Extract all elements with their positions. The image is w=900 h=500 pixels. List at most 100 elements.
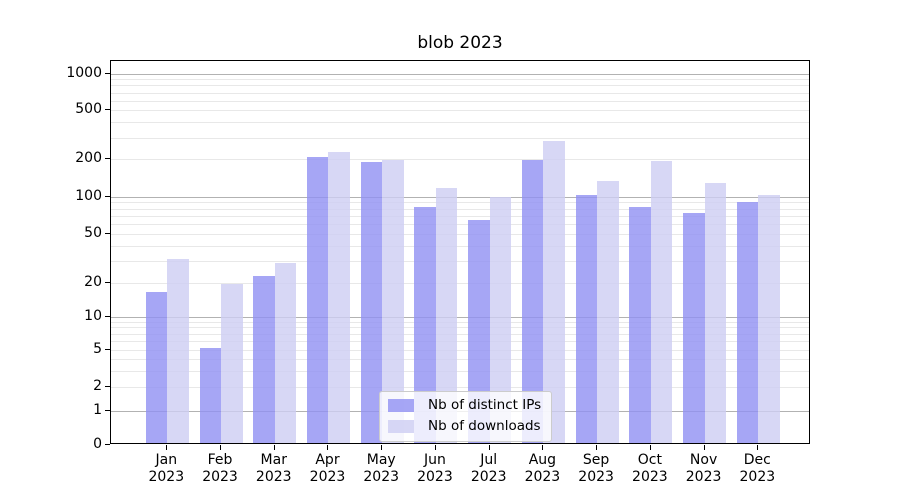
y-tick-mark	[105, 315, 110, 317]
x-tick-label: Apr 2023	[309, 452, 346, 485]
grid-line-minor	[111, 245, 809, 247]
bar-distinct-ips-may	[360, 162, 383, 443]
bar-distinct-ips-nov	[683, 213, 705, 443]
x-tick-label: Jan 2023	[148, 452, 185, 485]
y-tick-label: 1000	[66, 64, 102, 81]
grid-line-minor	[111, 85, 809, 87]
y-tick-label: 100	[75, 187, 102, 204]
bar-distinct-ips-oct	[629, 207, 651, 443]
grid-line-minor	[111, 202, 809, 204]
grid-line-minor	[111, 370, 809, 372]
grid-line-minor	[111, 137, 809, 139]
legend-swatch-downloads	[388, 420, 414, 433]
bar-distinct-ips-jun	[414, 207, 436, 443]
grid-line-major	[111, 73, 809, 75]
y-tick-mark	[105, 233, 110, 234]
x-tick-label: Mar 2023	[255, 452, 292, 485]
x-tick-mark	[220, 445, 222, 450]
y-tick-mark	[105, 158, 110, 160]
grid-line-minor	[111, 208, 809, 210]
bar-downloads-jun	[435, 188, 458, 443]
grid-line-minor	[111, 321, 809, 323]
x-tick-mark	[649, 445, 651, 450]
y-tick-label: 20	[84, 274, 102, 290]
bar-distinct-ips-jul	[468, 220, 490, 443]
legend-item-downloads: Nb of downloads	[388, 418, 541, 435]
bar-downloads-jan	[167, 259, 189, 443]
x-tick-mark	[273, 445, 275, 450]
x-tick-mark	[596, 445, 598, 450]
y-tick-label: 500	[75, 101, 102, 118]
x-tick-label: May 2023	[363, 452, 400, 485]
bar-downloads-sep	[597, 181, 619, 443]
bar-downloads-apr	[328, 152, 350, 443]
bar-distinct-ips-feb	[199, 348, 222, 443]
x-tick-label: Jul 2023	[470, 452, 507, 485]
plot-area: Nb of distinct IPs Nb of downloads	[110, 60, 810, 444]
x-tick-label: Aug 2023	[524, 452, 561, 485]
legend-item-distinct-ips: Nb of distinct IPs	[388, 397, 541, 414]
grid-line-minor	[111, 92, 809, 94]
grid-line-minor	[111, 159, 809, 161]
bar-downloads-mar	[274, 263, 297, 443]
y-tick-label: 1	[93, 402, 102, 419]
y-tick-label: 2	[93, 378, 102, 394]
bar-downloads-feb	[221, 283, 243, 443]
grid-line-minor	[111, 359, 809, 360]
bar-distinct-ips-aug	[521, 160, 544, 443]
grid-line-minor	[111, 122, 809, 124]
x-tick-label: Dec 2023	[739, 452, 776, 485]
grid-line-minor	[111, 261, 809, 263]
grid-line-minor	[111, 224, 809, 226]
grid-line-minor	[111, 100, 809, 102]
grid-line-minor	[111, 283, 809, 284]
bar-downloads-nov	[704, 182, 727, 443]
x-tick-mark	[757, 445, 759, 450]
x-tick-mark	[327, 445, 329, 450]
grid-line-minor	[111, 333, 809, 335]
bar-distinct-ips-apr	[306, 156, 329, 443]
grid-line-major	[111, 196, 809, 198]
y-tick-label: 50	[84, 225, 102, 241]
bar-downloads-jul	[489, 196, 512, 443]
y-tick-label: 10	[84, 307, 102, 324]
grid-line-minor	[111, 350, 809, 351]
x-tick-mark	[166, 445, 168, 450]
x-tick-mark	[542, 445, 544, 450]
x-tick-mark	[488, 445, 490, 450]
x-tick-mark	[434, 445, 436, 450]
y-tick-mark	[105, 410, 110, 412]
y-tick-mark	[105, 72, 110, 74]
x-tick-label: Nov 2023	[685, 452, 722, 485]
bar-downloads-aug	[543, 141, 565, 443]
y-tick-label: 5	[93, 341, 102, 357]
grid-line-minor	[111, 79, 809, 81]
grid-line-minor	[111, 110, 809, 112]
grid-line-major	[111, 316, 809, 318]
grid-line-minor	[111, 341, 809, 343]
x-tick-label: Sep 2023	[578, 452, 614, 485]
bar-downloads-oct	[650, 160, 673, 443]
x-tick-label: Jun 2023	[417, 452, 453, 485]
y-tick-mark	[105, 386, 110, 387]
legend-label-distinct-ips: Nb of distinct IPs	[428, 397, 542, 413]
bar-distinct-ips-mar	[253, 275, 275, 443]
legend-swatch-distinct-ips	[388, 399, 414, 412]
x-tick-label: Feb 2023	[202, 452, 238, 485]
bar-downloads-dec	[758, 194, 780, 443]
grid-line-minor	[111, 234, 809, 235]
y-tick-mark	[105, 349, 110, 350]
y-tick-mark	[105, 444, 110, 445]
bar-downloads-may	[382, 160, 404, 443]
grid-line-minor	[111, 327, 809, 329]
x-tick-label: Oct 2023	[632, 452, 668, 485]
grid-line-minor	[111, 215, 809, 217]
chart-title: blob 2023	[417, 33, 503, 53]
legend-label-downloads: Nb of downloads	[428, 418, 541, 434]
legend: Nb of distinct IPs Nb of downloads	[379, 391, 553, 442]
bar-distinct-ips-jan	[145, 291, 168, 443]
bar-distinct-ips-sep	[575, 194, 598, 443]
y-tick-label: 0	[93, 436, 102, 452]
x-tick-mark	[381, 445, 383, 450]
